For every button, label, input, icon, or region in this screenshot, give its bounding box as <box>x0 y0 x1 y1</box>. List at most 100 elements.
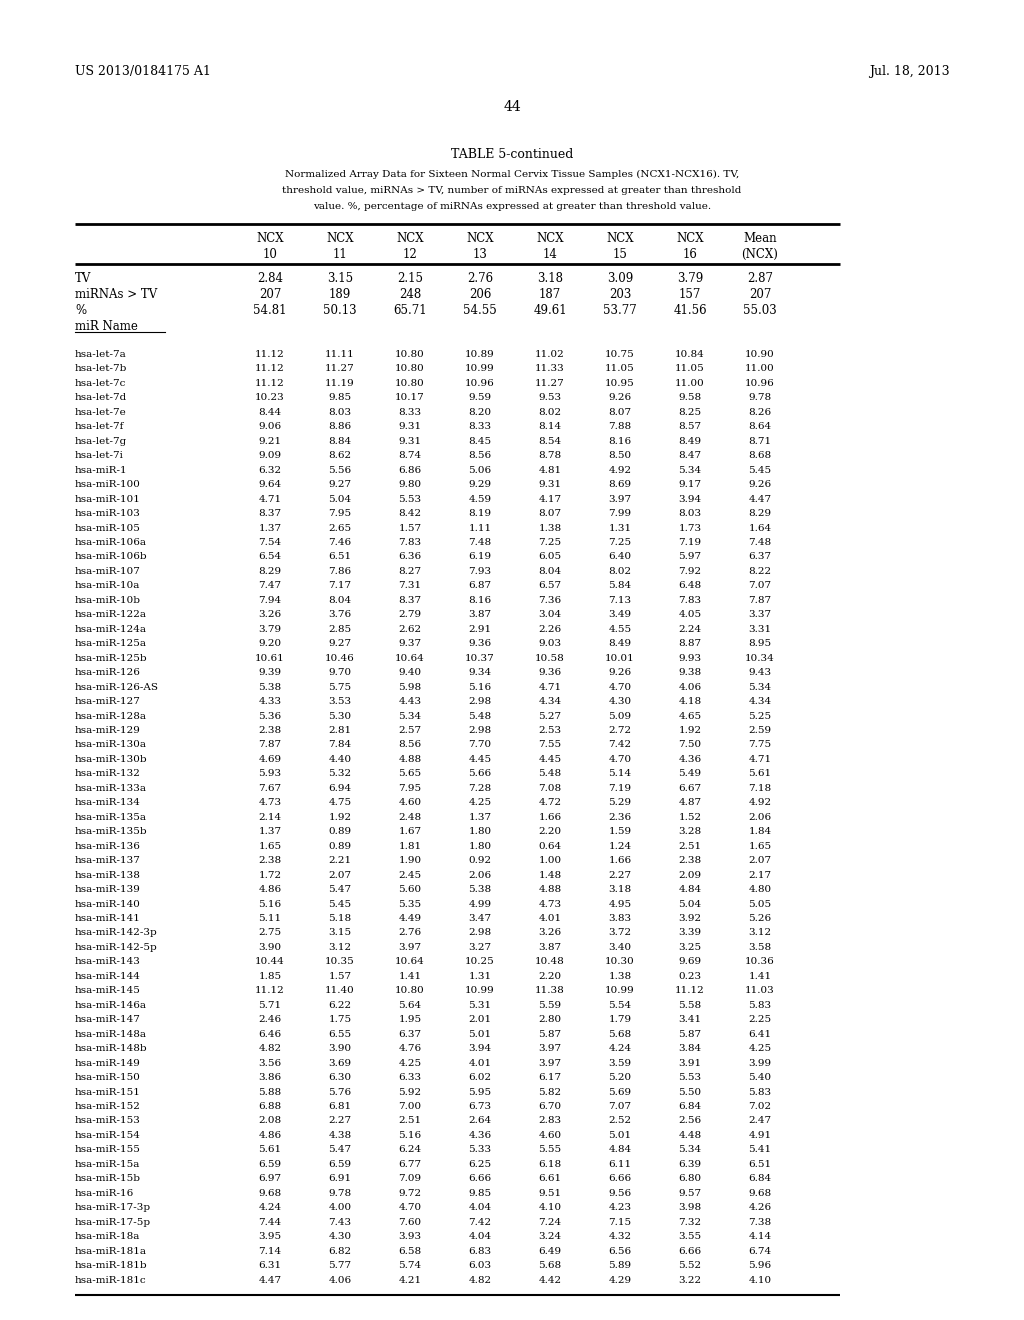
Text: 11.03: 11.03 <box>745 986 775 995</box>
Text: 2.51: 2.51 <box>679 842 701 850</box>
Text: 4.00: 4.00 <box>329 1204 351 1212</box>
Text: 2.27: 2.27 <box>329 1117 351 1126</box>
Text: 6.66: 6.66 <box>679 1246 701 1255</box>
Text: 8.68: 8.68 <box>749 451 771 461</box>
Text: 6.49: 6.49 <box>539 1246 561 1255</box>
Text: 11.11: 11.11 <box>326 350 355 359</box>
Text: 1.31: 1.31 <box>468 972 492 981</box>
Text: 1.66: 1.66 <box>608 857 632 865</box>
Text: 7.09: 7.09 <box>398 1175 422 1183</box>
Text: 3.83: 3.83 <box>608 913 632 923</box>
Text: 3.15: 3.15 <box>329 928 351 937</box>
Text: 10.36: 10.36 <box>745 957 775 966</box>
Text: 8.74: 8.74 <box>398 451 422 461</box>
Text: 7.92: 7.92 <box>679 566 701 576</box>
Text: 9.27: 9.27 <box>329 480 351 490</box>
Text: 9.56: 9.56 <box>608 1189 632 1197</box>
Text: 2.85: 2.85 <box>329 624 351 634</box>
Text: threshold value, miRNAs > TV, number of miRNAs expressed at greater than thresho: threshold value, miRNAs > TV, number of … <box>283 186 741 195</box>
Text: 7.94: 7.94 <box>258 595 282 605</box>
Text: 4.38: 4.38 <box>329 1131 351 1140</box>
Text: 4.48: 4.48 <box>679 1131 701 1140</box>
Text: 5.16: 5.16 <box>258 899 282 908</box>
Text: 10.44: 10.44 <box>255 957 285 966</box>
Text: 4.84: 4.84 <box>608 1146 632 1155</box>
Text: 54.81: 54.81 <box>253 304 287 317</box>
Text: hsa-miR-15b: hsa-miR-15b <box>75 1175 141 1183</box>
Text: 6.81: 6.81 <box>329 1102 351 1111</box>
Text: 5.89: 5.89 <box>608 1261 632 1270</box>
Text: 6.91: 6.91 <box>329 1175 351 1183</box>
Text: 9.58: 9.58 <box>679 393 701 403</box>
Text: 11.38: 11.38 <box>536 986 565 995</box>
Text: 7.55: 7.55 <box>539 741 561 750</box>
Text: 2.72: 2.72 <box>608 726 632 735</box>
Text: hsa-miR-127: hsa-miR-127 <box>75 697 141 706</box>
Text: 9.31: 9.31 <box>398 437 422 446</box>
Text: 1.66: 1.66 <box>539 813 561 822</box>
Text: 5.36: 5.36 <box>258 711 282 721</box>
Text: 6.83: 6.83 <box>468 1246 492 1255</box>
Text: 2.07: 2.07 <box>749 857 771 865</box>
Text: 4.25: 4.25 <box>468 799 492 808</box>
Text: 7.32: 7.32 <box>679 1217 701 1226</box>
Text: 1.11: 1.11 <box>468 524 492 532</box>
Text: 5.74: 5.74 <box>398 1261 422 1270</box>
Text: 8.86: 8.86 <box>329 422 351 432</box>
Text: 5.84: 5.84 <box>608 581 632 590</box>
Text: NCX: NCX <box>327 232 354 246</box>
Text: 11.05: 11.05 <box>675 364 705 374</box>
Text: 3.69: 3.69 <box>329 1059 351 1068</box>
Text: hsa-miR-132: hsa-miR-132 <box>75 770 141 779</box>
Text: 9.31: 9.31 <box>398 422 422 432</box>
Text: 5.54: 5.54 <box>608 1001 632 1010</box>
Text: 4.40: 4.40 <box>329 755 351 764</box>
Text: 4.71: 4.71 <box>258 495 282 504</box>
Text: 4.82: 4.82 <box>258 1044 282 1053</box>
Text: hsa-miR-139: hsa-miR-139 <box>75 886 141 894</box>
Text: 2.07: 2.07 <box>329 871 351 879</box>
Text: 6.58: 6.58 <box>398 1246 422 1255</box>
Text: 7.95: 7.95 <box>398 784 422 793</box>
Text: hsa-miR-154: hsa-miR-154 <box>75 1131 141 1140</box>
Text: 7.48: 7.48 <box>749 539 771 546</box>
Text: 5.38: 5.38 <box>258 682 282 692</box>
Text: 1.75: 1.75 <box>329 1015 351 1024</box>
Text: 4.14: 4.14 <box>749 1232 771 1241</box>
Text: 5.29: 5.29 <box>608 799 632 808</box>
Text: 3.41: 3.41 <box>679 1015 701 1024</box>
Text: 6.30: 6.30 <box>329 1073 351 1082</box>
Text: 5.32: 5.32 <box>329 770 351 779</box>
Text: 4.36: 4.36 <box>468 1131 492 1140</box>
Text: 9.51: 9.51 <box>539 1189 561 1197</box>
Text: 4.69: 4.69 <box>258 755 282 764</box>
Text: 4.60: 4.60 <box>398 799 422 808</box>
Text: 9.69: 9.69 <box>679 957 701 966</box>
Text: 11.12: 11.12 <box>255 364 285 374</box>
Text: 5.20: 5.20 <box>608 1073 632 1082</box>
Text: hsa-miR-17-5p: hsa-miR-17-5p <box>75 1217 152 1226</box>
Text: 7.28: 7.28 <box>468 784 492 793</box>
Text: 2.98: 2.98 <box>468 726 492 735</box>
Text: 3.84: 3.84 <box>679 1044 701 1053</box>
Text: hsa-miR-126: hsa-miR-126 <box>75 668 141 677</box>
Text: 6.40: 6.40 <box>608 553 632 561</box>
Text: 1.80: 1.80 <box>468 842 492 850</box>
Text: hsa-miR-100: hsa-miR-100 <box>75 480 141 490</box>
Text: hsa-miR-150: hsa-miR-150 <box>75 1073 141 1082</box>
Text: 4.10: 4.10 <box>539 1204 561 1212</box>
Text: hsa-miR-126-AS: hsa-miR-126-AS <box>75 682 159 692</box>
Text: hsa-let-7c: hsa-let-7c <box>75 379 126 388</box>
Text: hsa-let-7f: hsa-let-7f <box>75 422 124 432</box>
Text: 1.67: 1.67 <box>398 828 422 837</box>
Text: 1.90: 1.90 <box>398 857 422 865</box>
Text: 2.84: 2.84 <box>257 272 283 285</box>
Text: 4.34: 4.34 <box>749 697 771 706</box>
Text: 6.66: 6.66 <box>608 1175 632 1183</box>
Text: 9.37: 9.37 <box>398 639 422 648</box>
Text: 8.04: 8.04 <box>329 595 351 605</box>
Text: 1.52: 1.52 <box>679 813 701 822</box>
Text: 4.88: 4.88 <box>398 755 422 764</box>
Text: 8.26: 8.26 <box>749 408 771 417</box>
Text: 5.16: 5.16 <box>468 682 492 692</box>
